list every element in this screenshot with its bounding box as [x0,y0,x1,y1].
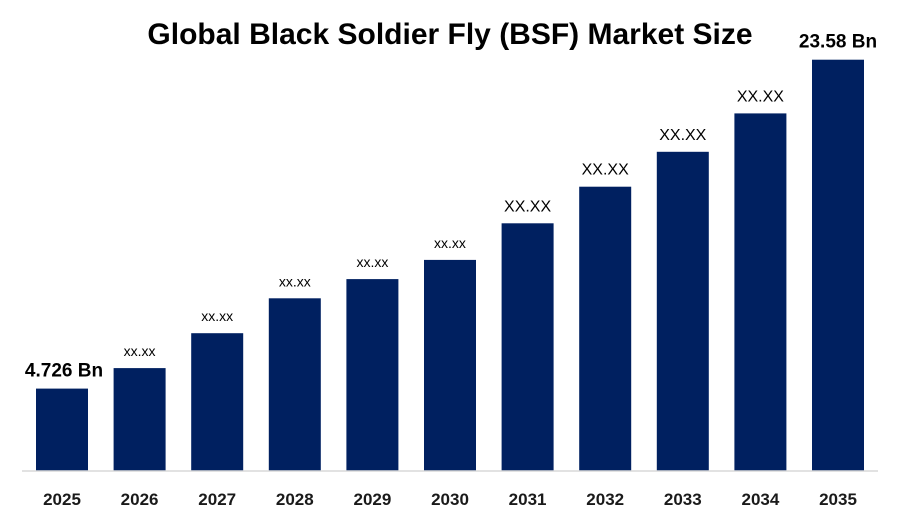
x-tick-label-2027: 2027 [198,490,236,509]
x-tick-label-2032: 2032 [586,490,624,509]
bar-2035 [812,59,864,471]
bar-2029 [346,279,399,471]
x-tick-label-2030: 2030 [431,490,469,509]
bar-2030 [424,259,476,471]
bar-2027 [191,333,244,471]
x-tick-label-2025: 2025 [43,490,81,509]
data-label-2033: XX.XX [659,127,706,144]
x-tick-label-2029: 2029 [353,490,391,509]
chart-title: Global Black Soldier Fly (BSF) Market Si… [147,18,753,51]
bar-2028 [268,298,321,471]
x-tick-label-2028: 2028 [276,490,314,509]
data-label-2035: 23.58 Bn [799,32,877,53]
x-tick-label-2034: 2034 [741,490,779,509]
data-label-2025: 4.726 Bn [25,361,103,382]
data-label-2026: xx.xx [124,343,156,359]
data-label-2027: xx.xx [201,308,233,324]
data-label-2030: xx.xx [434,235,466,251]
x-tick-label-2033: 2033 [664,490,702,509]
bar-2031 [501,223,554,471]
data-label-2032: XX.XX [582,162,629,179]
x-tick-labels-group: 2025 2026 2027 2028 2029 2030 2031 2032 2033 2034… [43,490,857,509]
data-label-2028: xx.xx [279,273,311,289]
data-label-2031: XX.XX [504,198,551,215]
bar-2034 [734,113,787,472]
bars-group [36,59,864,472]
data-labels-group: 4.726 Bn xx.xx xx.xx xx.xx xx.xx xx.xx XX.XX XX… [25,32,877,382]
data-label-2034: XX.XX [737,88,784,105]
x-tick-label-2035: 2035 [819,490,857,509]
x-tick-label-2026: 2026 [121,490,159,509]
bar-2026 [113,368,166,471]
bar-2032 [579,186,632,471]
x-tick-label-2031: 2031 [509,490,547,509]
bar-2025 [36,388,88,471]
bar-2033 [656,151,709,472]
data-label-2029: xx.xx [356,254,388,270]
